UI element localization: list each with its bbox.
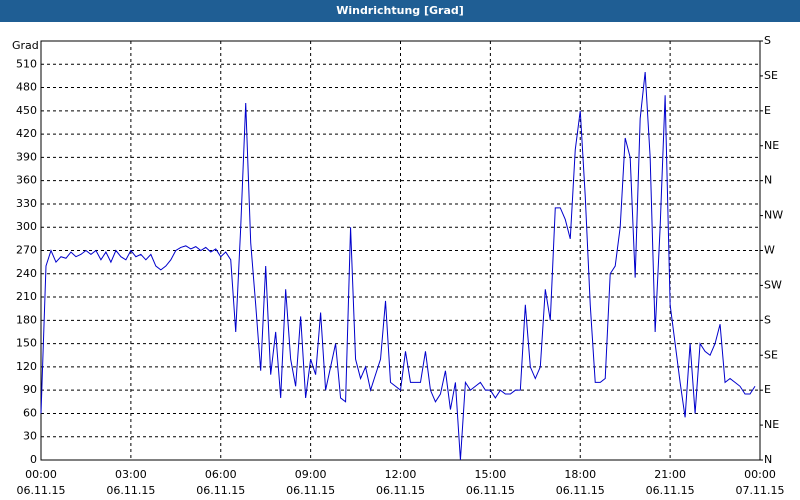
x-tick-label: 12:00 bbox=[385, 468, 417, 481]
y-tick-label: 60 bbox=[23, 406, 37, 419]
x-tick-label: 06:00 bbox=[205, 468, 237, 481]
y-tick-label: 480 bbox=[16, 81, 37, 94]
y-tick-label: 240 bbox=[16, 267, 37, 280]
y2-tick-label: NE bbox=[764, 139, 779, 152]
x-tick-label: 15:00 bbox=[475, 468, 507, 481]
y2-tick-label: N bbox=[764, 453, 772, 466]
y-axis-label: Grad bbox=[12, 39, 39, 52]
y-tick-label: 510 bbox=[16, 57, 37, 70]
y-tick-label: 300 bbox=[16, 220, 37, 233]
x-tick-date: 06.11.15 bbox=[286, 484, 335, 497]
y-tick-label: 390 bbox=[16, 150, 37, 163]
y-tick-label: 210 bbox=[16, 290, 37, 303]
y2-tick-label: SE bbox=[764, 69, 778, 82]
y2-tick-label: E bbox=[764, 383, 771, 396]
y2-tick-label: S bbox=[764, 313, 771, 326]
x-tick-label: 21:00 bbox=[654, 468, 686, 481]
x-tick-date: 06.11.15 bbox=[106, 484, 155, 497]
y-tick-label: 270 bbox=[16, 244, 37, 257]
y2-tick-label: NE bbox=[764, 418, 779, 431]
y-tick-label: 90 bbox=[23, 383, 37, 396]
y-tick-label: 330 bbox=[16, 197, 37, 210]
y2-tick-label: SW bbox=[764, 278, 782, 291]
x-tick-label: 09:00 bbox=[295, 468, 327, 481]
y-tick-label: 180 bbox=[16, 313, 37, 326]
y-tick-label: 120 bbox=[16, 360, 37, 373]
y-tick-label: 0 bbox=[30, 453, 37, 466]
x-tick-date: 06.11.15 bbox=[466, 484, 515, 497]
x-tick-date: 06.11.15 bbox=[646, 484, 695, 497]
y2-tick-label: N bbox=[764, 174, 772, 187]
x-tick-label: 00:00 bbox=[25, 468, 57, 481]
y2-tick-label: NW bbox=[764, 209, 783, 222]
y-tick-label: 360 bbox=[16, 174, 37, 187]
x-tick-date: 06.11.15 bbox=[17, 484, 66, 497]
x-tick-label: 00:00 bbox=[744, 468, 776, 481]
title-bar bbox=[0, 0, 800, 22]
y2-tick-label: S bbox=[764, 34, 771, 47]
y-tick-label: 150 bbox=[16, 337, 37, 350]
y-tick-label: 420 bbox=[16, 127, 37, 140]
y-tick-label: 450 bbox=[16, 104, 37, 117]
y-tick-label: 30 bbox=[23, 430, 37, 443]
x-tick-label: 03:00 bbox=[115, 468, 147, 481]
x-tick-date: 07.11.15 bbox=[736, 484, 785, 497]
chart-title: Windrichtung [Grad] bbox=[336, 4, 464, 17]
x-tick-label: 18:00 bbox=[564, 468, 596, 481]
y2-tick-label: W bbox=[764, 244, 775, 257]
y2-tick-label: E bbox=[764, 104, 771, 117]
y2-tick-label: SE bbox=[764, 348, 778, 361]
x-tick-date: 06.11.15 bbox=[196, 484, 245, 497]
x-tick-date: 06.11.15 bbox=[376, 484, 425, 497]
data-line bbox=[40, 71, 756, 461]
x-tick-date: 06.11.15 bbox=[556, 484, 605, 497]
